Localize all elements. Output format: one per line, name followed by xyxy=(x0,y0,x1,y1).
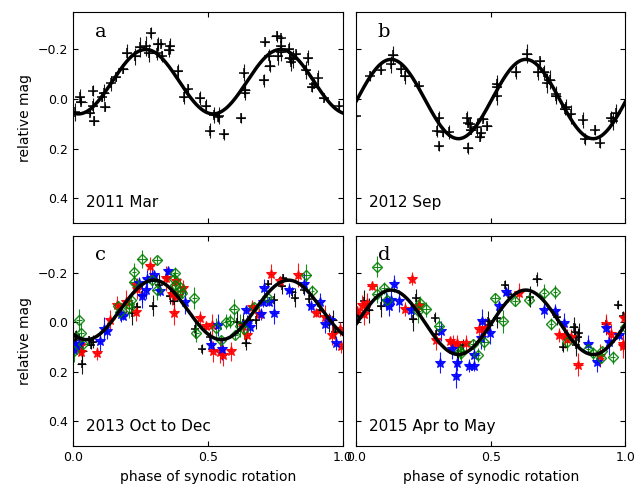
Y-axis label: relative mag: relative mag xyxy=(18,297,32,385)
Text: d: d xyxy=(378,246,390,264)
Text: 2011 Mar: 2011 Mar xyxy=(86,195,159,211)
Text: 2015 Apr to May: 2015 Apr to May xyxy=(370,419,496,433)
Text: b: b xyxy=(378,23,390,41)
X-axis label: phase of synodic rotation: phase of synodic rotation xyxy=(119,469,296,484)
Text: 2013 Oct to Dec: 2013 Oct to Dec xyxy=(86,419,211,433)
Text: a: a xyxy=(95,23,106,41)
X-axis label: phase of synodic rotation: phase of synodic rotation xyxy=(403,469,579,484)
Text: c: c xyxy=(95,246,105,264)
Y-axis label: relative mag: relative mag xyxy=(18,73,32,162)
Text: 2012 Sep: 2012 Sep xyxy=(370,195,442,211)
